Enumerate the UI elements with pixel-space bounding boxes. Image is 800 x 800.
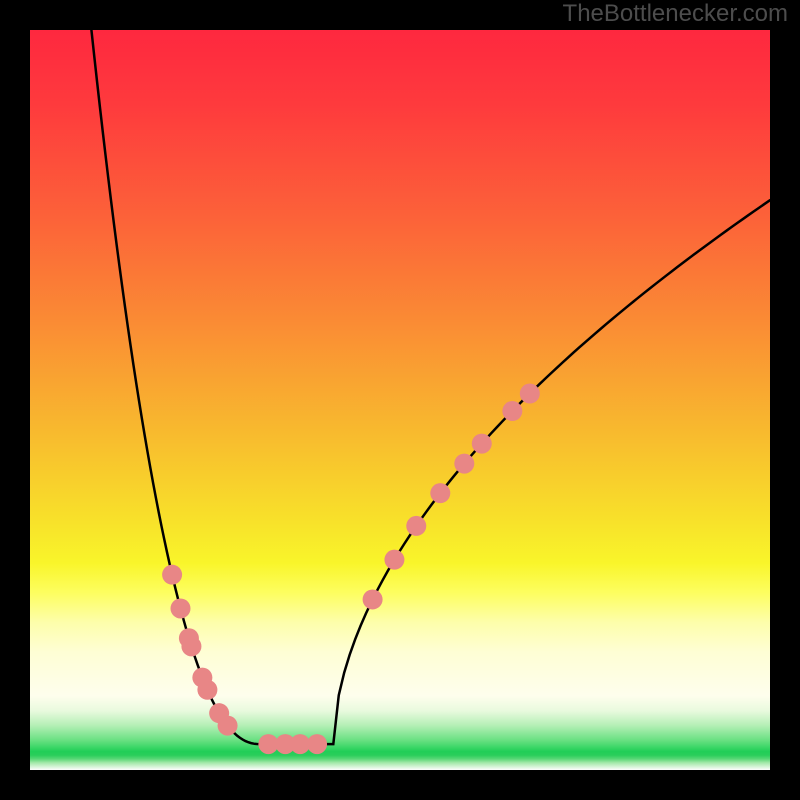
outer-border	[0, 0, 800, 800]
watermark-text: TheBottlenecker.com	[563, 0, 788, 28]
stage: TheBottlenecker.com	[0, 0, 800, 800]
